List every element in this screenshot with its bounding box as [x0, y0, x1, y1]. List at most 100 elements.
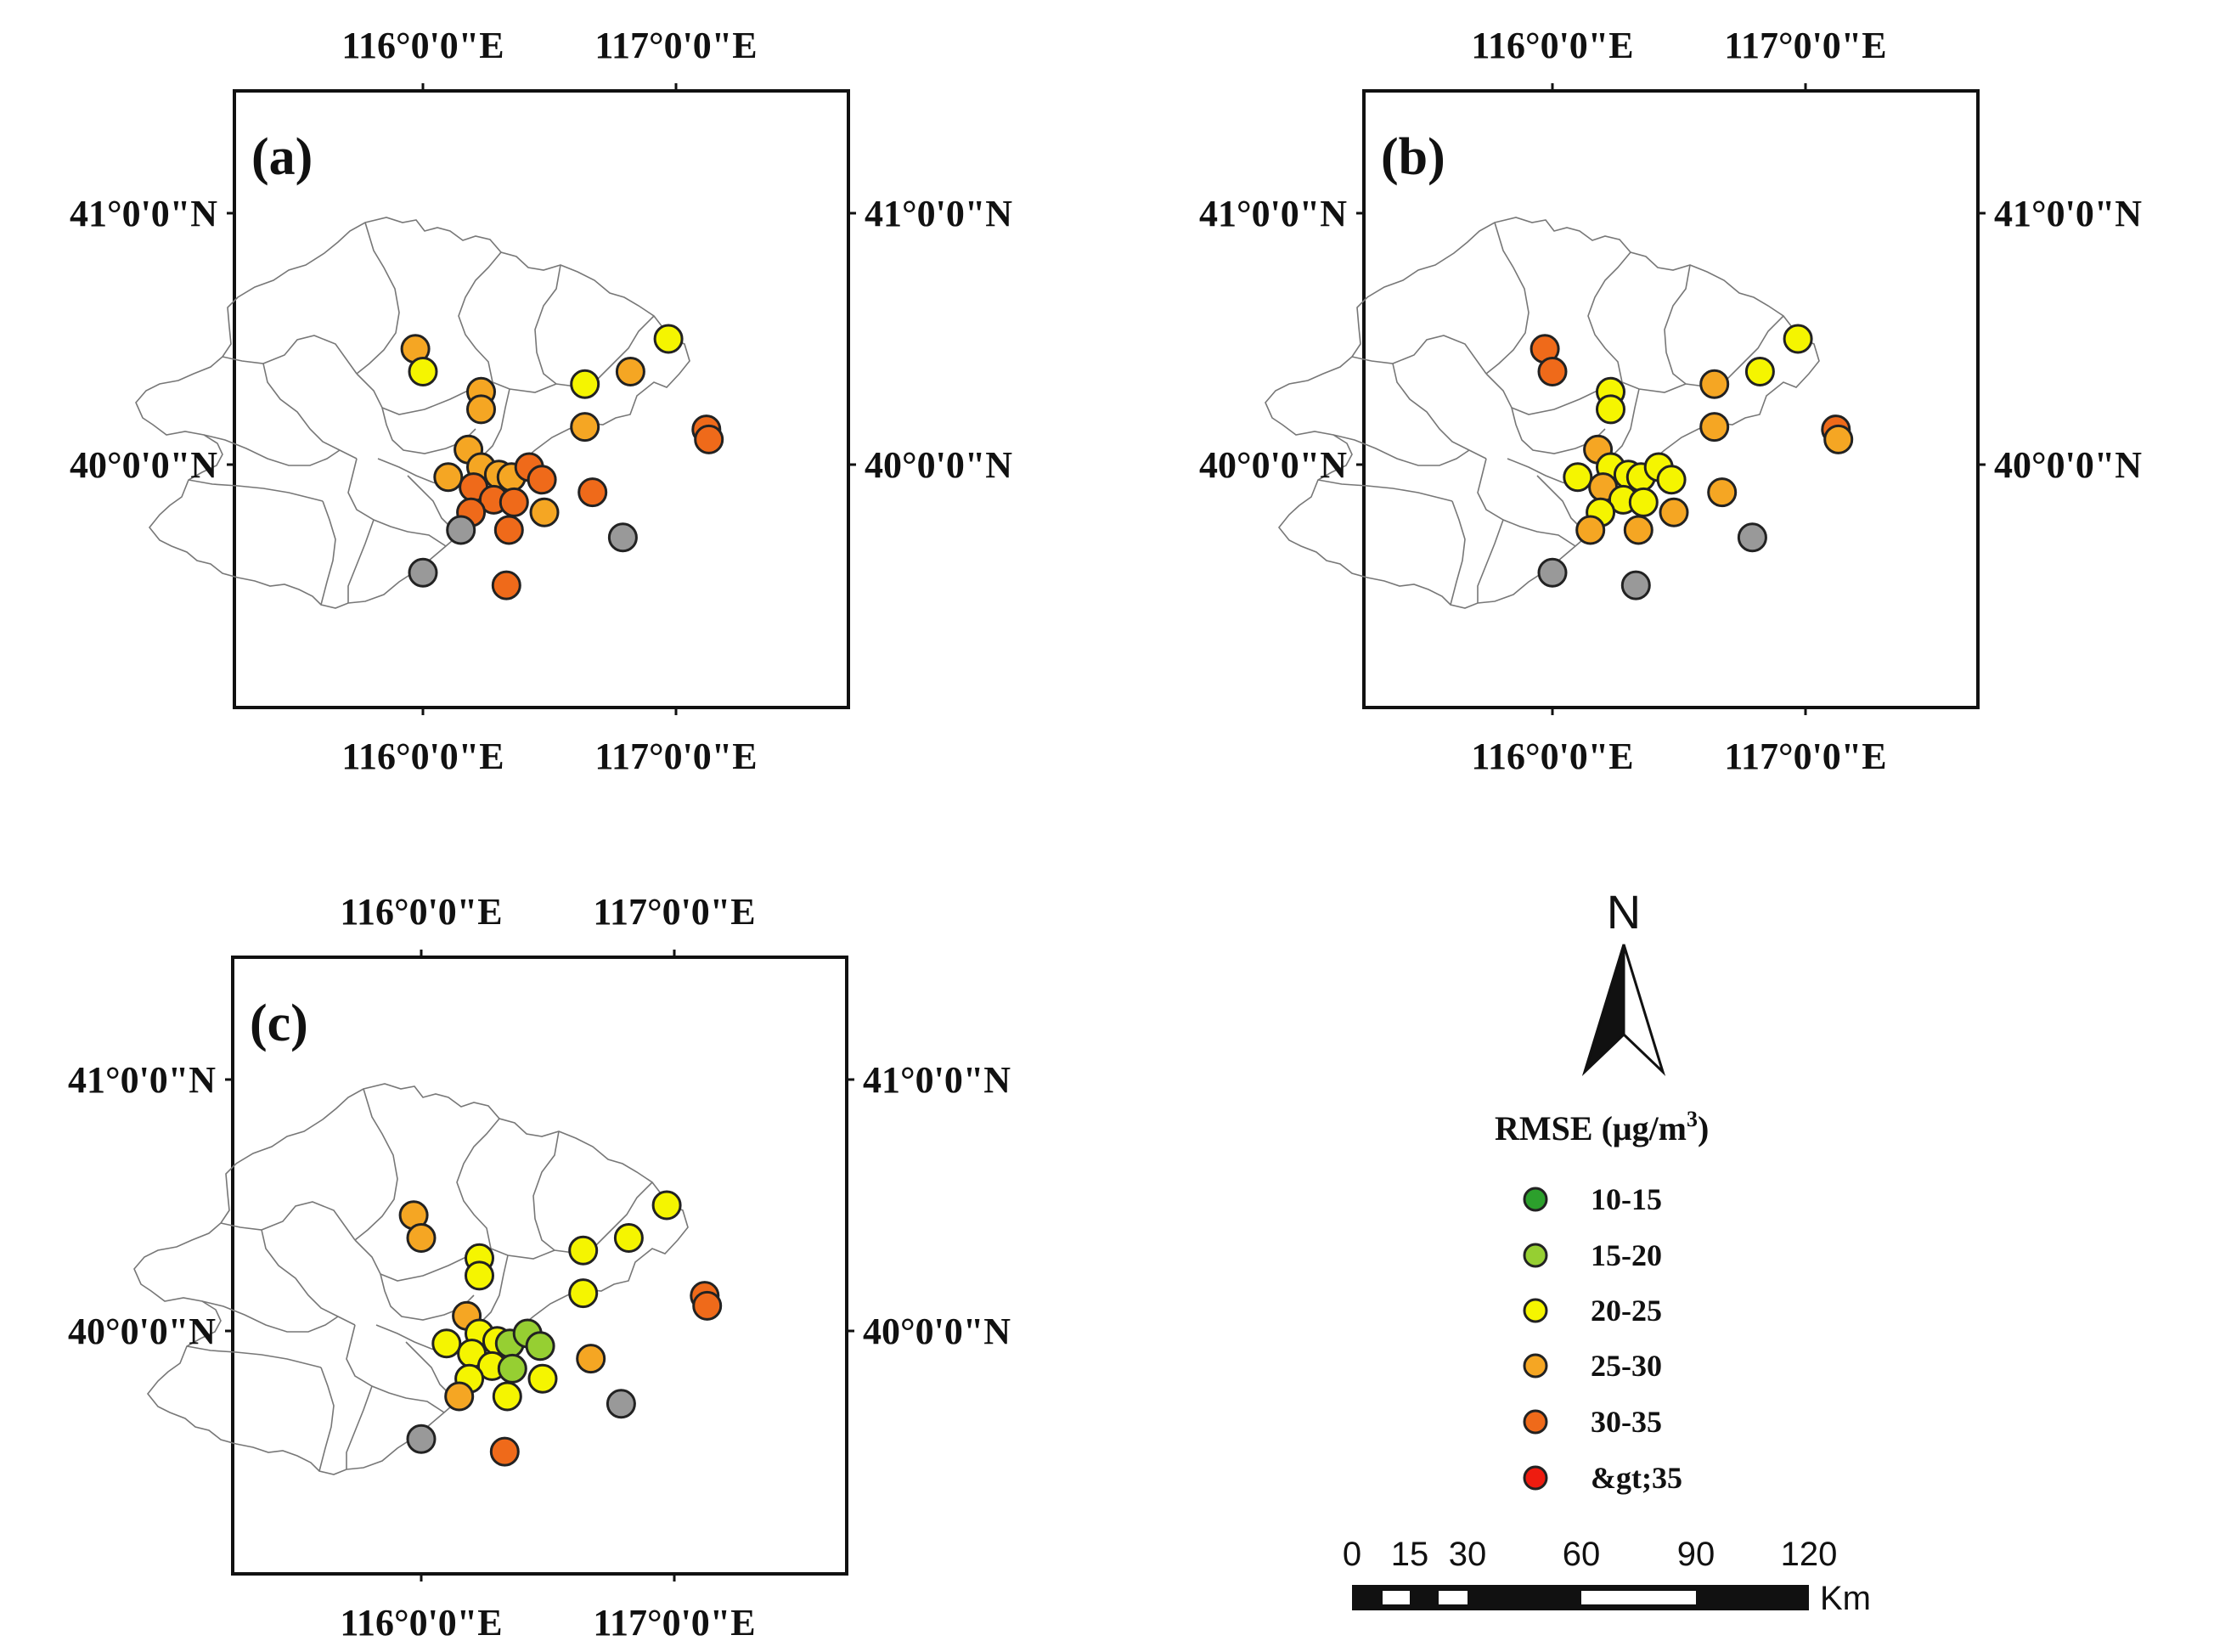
- monitoring-sites-layer: [1530, 324, 1854, 600]
- monitoring-site-marker: [406, 1424, 437, 1454]
- monitoring-site-marker: [613, 1223, 644, 1253]
- monitoring-site-marker: [431, 1328, 462, 1359]
- panel-c: 116°0'0"E 117°0'0"E 116°0'0"E 117°0'0"E …: [68, 891, 1011, 1644]
- monitoring-site-marker: [1659, 497, 1689, 527]
- monitoring-site-marker: [444, 1381, 475, 1412]
- scale-unit: Km: [1820, 1580, 1871, 1617]
- monitoring-site-marker: [692, 1290, 723, 1321]
- monitoring-site-marker: [527, 1363, 558, 1394]
- legend-swatch: [1523, 1465, 1548, 1491]
- monitoring-site-marker: [1537, 557, 1568, 588]
- legend-item: 15-20: [1523, 1238, 1662, 1272]
- legend: RMSE (μg/m3) 10-15 15-20 20-25 25-30 30-…: [1495, 1107, 1709, 1495]
- monitoring-site-marker: [1656, 465, 1687, 495]
- monitoring-site-marker: [525, 1331, 555, 1362]
- monitoring-site-marker: [1623, 515, 1653, 545]
- legend-swatch: [1523, 1353, 1548, 1379]
- lat-label-41-left: 41°0'0"N: [68, 1059, 216, 1101]
- beijing-district-boundaries: [1265, 217, 1820, 609]
- legend-label: &gt;35: [1591, 1461, 1682, 1495]
- beijing-district-boundaries: [133, 1083, 689, 1475]
- monitoring-site-marker: [615, 357, 645, 386]
- legend-title: RMSE (μg/m3): [1495, 1107, 1709, 1147]
- monitoring-site-marker: [499, 487, 529, 517]
- legend-swatch: [1523, 1243, 1548, 1268]
- monitoring-site-marker: [576, 1344, 606, 1374]
- north-arrow: N: [1581, 885, 1666, 1077]
- scale-bar-segment: [1581, 1591, 1696, 1604]
- scale-bar-segment: [1383, 1591, 1410, 1604]
- north-arrow-label: N: [1607, 885, 1641, 939]
- monitoring-site-marker: [465, 1260, 494, 1291]
- monitoring-site-marker: [1699, 369, 1730, 399]
- monitoring-site-marker: [568, 1278, 599, 1309]
- legend-item: 25-30: [1523, 1349, 1662, 1383]
- lat-label-40-left: 40°0'0"N: [70, 444, 217, 486]
- legend-item: &gt;35: [1523, 1461, 1682, 1495]
- north-arrow-left-half: [1581, 944, 1625, 1077]
- monitoring-site-marker: [529, 497, 560, 527]
- scale-tick-60: 60: [1563, 1536, 1601, 1573]
- monitoring-site-marker: [570, 412, 600, 443]
- panel-b: 116°0'0"E 117°0'0"E 116°0'0"E 117°0'0"E …: [1199, 25, 2142, 777]
- lon-label-117-top: 117°0'0"E: [594, 25, 757, 66]
- lat-label-40-right: 40°0'0"N: [863, 1311, 1011, 1352]
- lat-label-40-left: 40°0'0"N: [1199, 444, 1347, 486]
- map-frame: [231, 956, 848, 1576]
- lat-label-41-left: 41°0'0"N: [1199, 193, 1347, 234]
- lon-label-116-top: 116°0'0"E: [340, 891, 502, 933]
- monitoring-site-marker: [1628, 487, 1659, 517]
- monitoring-site-marker: [1823, 424, 1854, 454]
- monitoring-site-marker: [406, 1223, 437, 1253]
- panel-label: (b): [1381, 128, 1445, 186]
- lat-label-41-right: 41°0'0"N: [1994, 193, 2142, 234]
- lon-label-116-bottom: 116°0'0"E: [340, 1602, 502, 1644]
- monitoring-site-marker: [1563, 462, 1593, 493]
- scale-tick-30: 30: [1449, 1536, 1487, 1573]
- lon-label-116-bottom: 116°0'0"E: [341, 736, 504, 777]
- panel-label: (c): [250, 995, 308, 1052]
- monitoring-site-marker: [1596, 394, 1625, 425]
- monitoring-site-marker: [408, 557, 438, 588]
- monitoring-sites-layer: [398, 1190, 723, 1467]
- scale-tick-90: 90: [1677, 1536, 1715, 1573]
- monitoring-site-marker: [492, 1381, 522, 1412]
- monitoring-site-marker: [1575, 515, 1606, 545]
- legend-swatch: [1523, 1409, 1548, 1435]
- monitoring-site-marker: [607, 522, 638, 553]
- lon-label-117-bottom: 117°0'0"E: [1724, 736, 1886, 777]
- monitoring-site-marker: [1744, 357, 1775, 386]
- lat-label-41-right: 41°0'0"N: [865, 193, 1012, 234]
- lon-label-117-bottom: 117°0'0"E: [593, 1602, 755, 1644]
- monitoring-site-marker: [570, 369, 600, 399]
- legend-label: 20-25: [1591, 1294, 1662, 1328]
- monitoring-site-marker: [446, 515, 476, 545]
- scale-tick-0: 0: [1343, 1536, 1361, 1573]
- legend-label: 15-20: [1591, 1238, 1662, 1272]
- lon-label-116-top: 116°0'0"E: [1471, 25, 1633, 66]
- legend-item: 30-35: [1523, 1405, 1662, 1439]
- scale-tick-15: 15: [1391, 1536, 1429, 1573]
- monitoring-site-marker: [491, 570, 521, 600]
- monitoring-site-marker: [466, 394, 496, 425]
- monitoring-site-marker: [577, 477, 608, 508]
- monitoring-site-marker: [1699, 412, 1730, 443]
- lon-label-116-top: 116°0'0"E: [341, 25, 504, 66]
- scale-bar-frame: [1352, 1585, 1809, 1610]
- monitoring-site-marker: [1737, 522, 1767, 553]
- lat-label-40-right: 40°0'0"N: [865, 444, 1012, 486]
- panel-label: (a): [251, 128, 313, 186]
- legend-swatch: [1523, 1298, 1548, 1323]
- lat-label-41-right: 41°0'0"N: [863, 1059, 1011, 1101]
- panel-a: 116°0'0"E 117°0'0"E 116°0'0"E 117°0'0"E …: [70, 25, 1012, 777]
- monitoring-site-marker: [408, 357, 438, 386]
- legend-label: 10-15: [1591, 1182, 1662, 1216]
- lat-label-40-left: 40°0'0"N: [68, 1311, 216, 1352]
- monitoring-site-marker: [1620, 570, 1651, 600]
- lon-label-116-bottom: 116°0'0"E: [1471, 736, 1633, 777]
- lon-label-117-top: 117°0'0"E: [1724, 25, 1886, 66]
- scale-bar: 0 15 30 60 90 120 Km: [1343, 1536, 1871, 1617]
- north-arrow-right-half: [1622, 944, 1666, 1077]
- beijing-district-boundaries: [135, 217, 690, 609]
